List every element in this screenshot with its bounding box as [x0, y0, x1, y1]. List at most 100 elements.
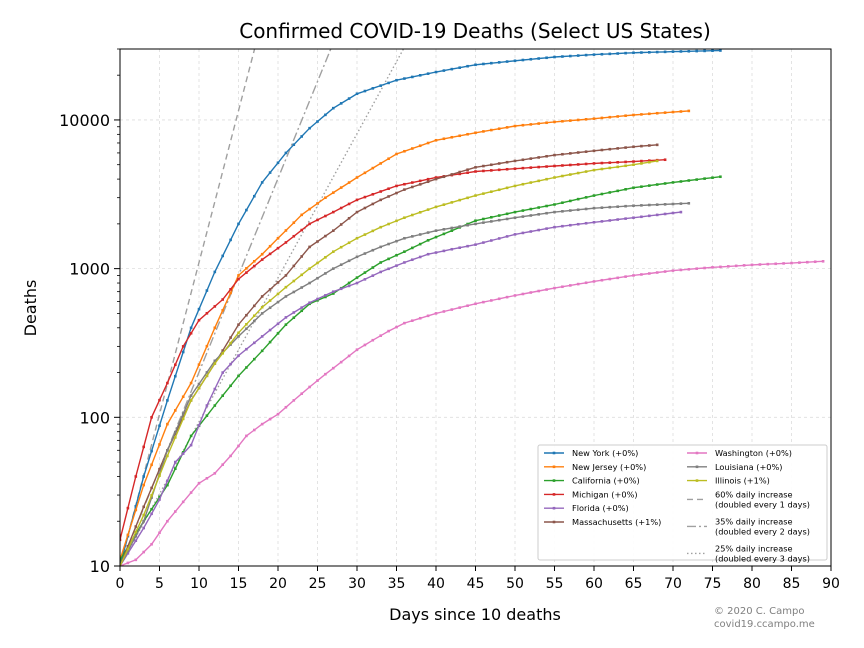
series-point: [371, 192, 375, 196]
legend-label: New Jersey (+0%): [572, 462, 646, 472]
series-point: [624, 146, 627, 149]
series-point: [640, 159, 643, 163]
series-point: [253, 357, 256, 361]
series-point: [442, 310, 446, 313]
series-point: [616, 115, 619, 118]
legend-marker: [552, 479, 556, 482]
series-point: [490, 190, 493, 194]
series-point: [561, 224, 564, 228]
series-point: [260, 258, 264, 261]
series-point: [371, 229, 375, 233]
x-tick-label: 40: [427, 576, 445, 592]
series-point: [632, 51, 635, 55]
series-point: [308, 126, 311, 130]
series-point: [142, 475, 145, 478]
series-point: [663, 203, 667, 206]
series-point: [324, 294, 327, 297]
series-point: [521, 123, 525, 127]
series-point: [166, 422, 169, 426]
series-point: [521, 215, 525, 218]
series-point: [355, 198, 359, 202]
series-point: [490, 169, 493, 172]
series-new-jersey: [120, 109, 691, 562]
series-point: [569, 152, 572, 155]
series-point: [592, 280, 596, 283]
series-point: [592, 117, 596, 120]
series-point: [655, 159, 659, 163]
legend-entry: Louisiana (+0%): [687, 462, 783, 472]
series-point: [411, 75, 414, 79]
series-point: [316, 120, 319, 123]
series-point: [387, 81, 390, 85]
series-point: [379, 261, 382, 264]
series-point: [513, 294, 517, 297]
legend-marker: [695, 465, 699, 469]
series-point: [355, 210, 359, 214]
series-point: [189, 381, 193, 385]
series-point: [648, 272, 651, 275]
series-point: [418, 179, 422, 183]
series-point: [347, 181, 351, 184]
series-point: [268, 171, 272, 174]
legend-label: 60% daily increase: [715, 489, 793, 499]
series-point: [260, 349, 264, 353]
series-point: [719, 175, 722, 179]
series-point: [205, 371, 209, 374]
series-point: [442, 69, 446, 72]
series-point: [403, 321, 406, 325]
series-point: [608, 147, 612, 151]
series-point: [584, 118, 588, 121]
series-point: [497, 188, 501, 192]
series-point: [553, 210, 556, 214]
series-point: [553, 153, 556, 157]
series-point: [458, 170, 461, 174]
series-point: [347, 259, 351, 263]
series-point: [513, 184, 517, 188]
series-point: [497, 61, 501, 64]
series-point: [347, 281, 351, 285]
series-point: [616, 147, 619, 150]
series-point: [734, 264, 738, 268]
series-point: [695, 178, 698, 181]
series-point: [553, 120, 556, 124]
series-point: [363, 233, 367, 236]
series-point: [205, 374, 209, 378]
legend-label: Michigan (+0%): [572, 489, 638, 499]
series-point: [395, 184, 398, 188]
legend-label: (doubled every 1 days): [715, 499, 810, 509]
legend-label: 25% daily increase: [715, 543, 793, 553]
series-point: [379, 334, 382, 337]
series-point: [711, 49, 714, 53]
series-point: [584, 221, 588, 225]
series-point: [458, 225, 461, 228]
x-tick-label: 25: [309, 576, 327, 592]
series-point: [576, 208, 580, 212]
legend-label: (doubled every 2 days): [715, 526, 810, 536]
series-point: [150, 463, 153, 467]
series-point: [616, 189, 619, 193]
series-point: [497, 214, 501, 217]
series-point: [347, 216, 351, 220]
series-point: [268, 340, 272, 344]
series-point: [324, 272, 327, 275]
series-point: [600, 192, 604, 196]
series-point: [150, 494, 153, 497]
series-point: [197, 424, 201, 427]
series-point: [561, 210, 564, 213]
series-point: [245, 347, 248, 351]
series-point: [253, 194, 256, 198]
series-point: [450, 229, 454, 232]
series-point: [181, 395, 185, 399]
series-point: [142, 513, 145, 517]
series-point: [158, 531, 161, 535]
series-point: [308, 207, 311, 211]
series-point: [434, 229, 438, 232]
series-point: [284, 151, 288, 155]
series-point: [679, 202, 683, 205]
series-point: [679, 210, 683, 214]
series-point: [355, 276, 359, 279]
series-point: [300, 306, 303, 309]
series-point: [576, 222, 580, 226]
series-point: [418, 233, 422, 236]
x-tick-label: 55: [546, 576, 564, 592]
